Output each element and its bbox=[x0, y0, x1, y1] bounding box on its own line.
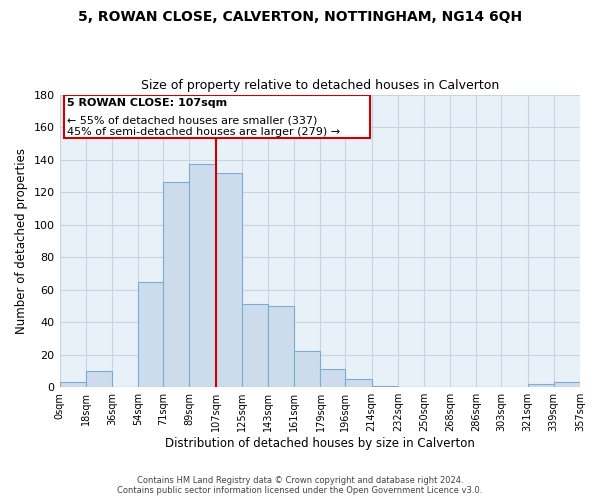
Y-axis label: Number of detached properties: Number of detached properties bbox=[15, 148, 28, 334]
Bar bbox=[527, 384, 554, 387]
Text: ← 55% of detached houses are smaller (337)
45% of semi-detached houses are large: ← 55% of detached houses are smaller (33… bbox=[67, 116, 340, 138]
Bar bbox=[86, 371, 112, 387]
Bar bbox=[554, 382, 580, 387]
Bar bbox=[294, 352, 320, 387]
Text: 5 ROWAN CLOSE: 107sqm: 5 ROWAN CLOSE: 107sqm bbox=[67, 98, 227, 108]
Bar bbox=[242, 304, 268, 387]
Bar bbox=[59, 382, 86, 387]
Bar bbox=[138, 282, 163, 387]
Bar bbox=[345, 379, 371, 387]
Bar bbox=[215, 172, 242, 387]
Bar bbox=[320, 370, 345, 387]
Bar bbox=[371, 386, 398, 387]
X-axis label: Distribution of detached houses by size in Calverton: Distribution of detached houses by size … bbox=[165, 437, 475, 450]
Text: Contains HM Land Registry data © Crown copyright and database right 2024.
Contai: Contains HM Land Registry data © Crown c… bbox=[118, 476, 482, 495]
Title: Size of property relative to detached houses in Calverton: Size of property relative to detached ho… bbox=[140, 79, 499, 92]
FancyBboxPatch shape bbox=[64, 94, 370, 138]
Bar bbox=[268, 306, 294, 387]
Text: 5, ROWAN CLOSE, CALVERTON, NOTTINGHAM, NG14 6QH: 5, ROWAN CLOSE, CALVERTON, NOTTINGHAM, N… bbox=[78, 10, 522, 24]
Bar bbox=[163, 182, 189, 387]
Bar bbox=[189, 164, 215, 387]
